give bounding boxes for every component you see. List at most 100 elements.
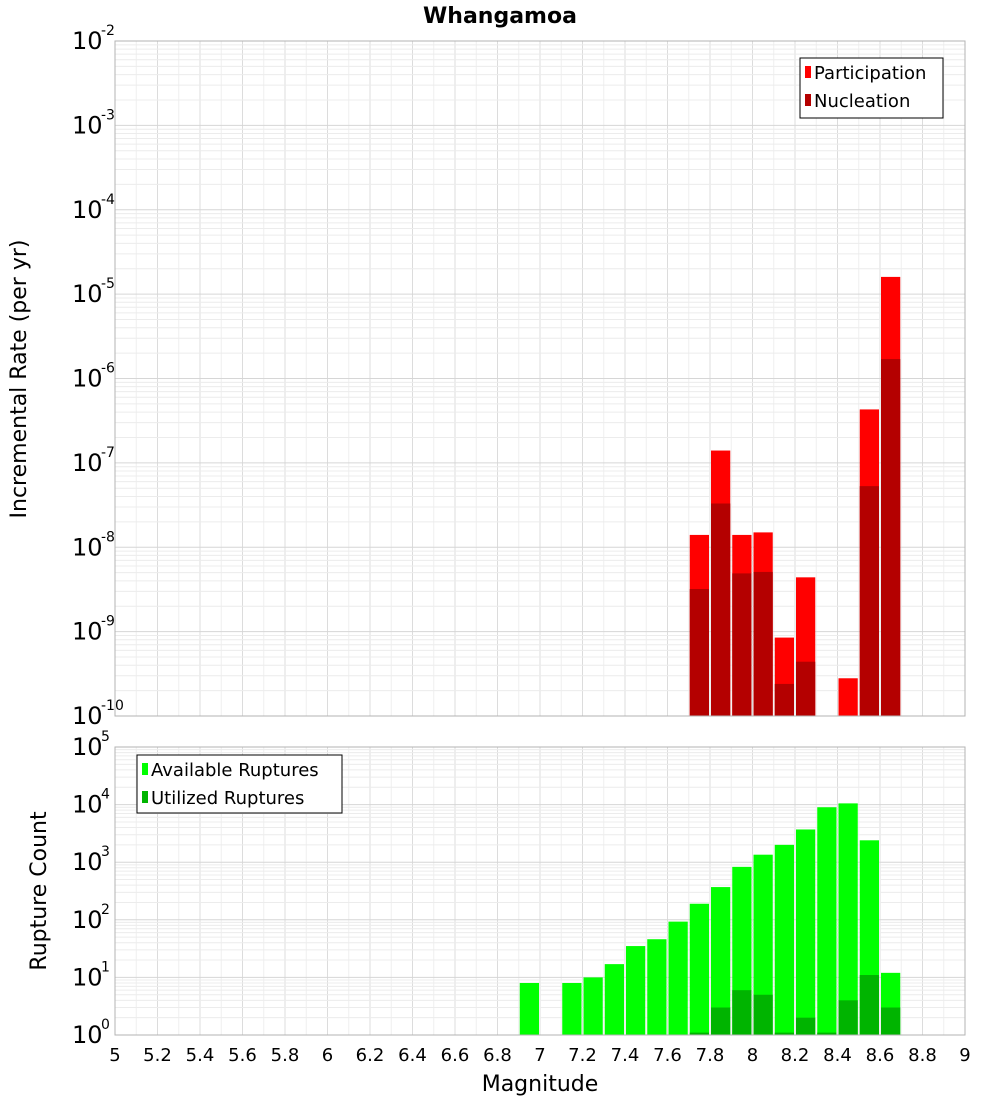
rate-legend: Participation Nucleation: [799, 57, 944, 119]
y-tick-exponent: -8: [101, 529, 115, 545]
x-tick-label: 8.8: [908, 1045, 937, 1066]
count-bar-utilized: [838, 1000, 858, 1035]
x-tick-label: 5.4: [186, 1045, 215, 1066]
rate-bar-nucleation: [753, 571, 773, 716]
rate-bar-nucleation: [732, 573, 752, 716]
y-tick-exponent: 4: [101, 787, 110, 803]
y-tick-label: 10-4: [72, 192, 115, 224]
y-tick-exponent: -3: [101, 107, 115, 123]
chart-title: Whangamoa: [423, 4, 577, 29]
count-bar-available: [583, 977, 603, 1035]
count-bar-utilized: [689, 1032, 709, 1035]
legend-swatch: [142, 791, 148, 803]
count-bar-available: [604, 964, 624, 1035]
count-bar-utilized: [774, 1032, 794, 1035]
y-tick-exponent: -5: [101, 276, 115, 292]
x-tick-label: 9: [959, 1045, 970, 1066]
rate-bar-nucleation: [711, 503, 731, 716]
legend-swatch: [142, 763, 148, 775]
count-bar-available: [647, 939, 667, 1035]
legend-swatch: [805, 94, 811, 106]
legend-label: Participation: [814, 63, 926, 84]
rate-y-axis-label: Incremental Rate (per yr): [7, 240, 32, 519]
y-tick-base: 10: [72, 27, 103, 55]
rate-bars: [689, 276, 901, 716]
y-tick-label: 104: [72, 787, 110, 819]
rate-plot-frame: [114, 40, 966, 717]
legend-label: Nucleation: [814, 91, 910, 112]
y-tick-label: 103: [72, 844, 110, 876]
rate-y-ticks: 10-210-310-410-510-610-710-810-910-10: [72, 23, 124, 730]
rate-bar-participation: [838, 678, 858, 716]
x-tick-label: 6.2: [356, 1045, 385, 1066]
x-tick-label: 7.6: [653, 1045, 682, 1066]
rate-bar-nucleation: [774, 683, 794, 716]
y-tick-exponent: 2: [101, 902, 110, 918]
x-tick-label: 7: [534, 1045, 545, 1066]
count-bar-utilized: [817, 1032, 837, 1035]
y-tick-exponent: 3: [101, 844, 110, 860]
y-tick-base: 10: [72, 618, 103, 646]
count-legend: Available Ruptures Utilized Ruptures: [136, 754, 343, 814]
rate-bar-nucleation: [881, 359, 901, 716]
y-tick-exponent: 5: [101, 729, 110, 745]
count-bar-available: [668, 921, 688, 1035]
y-tick-base: 10: [72, 733, 103, 761]
y-tick-base: 10: [72, 111, 103, 139]
y-tick-label: 100: [72, 1017, 110, 1049]
x-tick-labels: 5 5.2 5.4 5.6 5.8 6 6.2 6.4 6.6 6.8 7 7.2 7.4 7.6 7.8 8…: [109, 1045, 970, 1066]
legend-box: [799, 57, 944, 119]
y-tick-base: 10: [72, 791, 103, 819]
count-bar-available: [519, 982, 539, 1035]
x-tick-label: 5.6: [228, 1045, 257, 1066]
y-tick-exponent: -10: [101, 698, 124, 714]
x-tick-label: 7.2: [568, 1045, 597, 1066]
x-tick-label: 6.4: [398, 1045, 427, 1066]
x-axis-label: Magnitude: [482, 1072, 599, 1097]
legend-label: Utilized Ruptures: [151, 788, 304, 809]
rate-bar-nucleation: [796, 661, 816, 716]
y-tick-exponent: -7: [101, 445, 115, 461]
y-tick-label: 10-9: [72, 614, 115, 646]
x-tick-label: 5: [109, 1045, 120, 1066]
count-bar-utilized: [859, 975, 879, 1035]
count-bar-available: [817, 807, 837, 1035]
count-bar-utilized: [796, 1017, 816, 1035]
count-y-axis-label: Rupture Count: [27, 811, 52, 971]
y-tick-base: 10: [72, 196, 103, 224]
y-tick-base: 10: [72, 449, 103, 477]
rate-bar-nucleation: [689, 589, 709, 716]
x-tick-label: 6.6: [441, 1045, 470, 1066]
x-tick-label: 5.8: [271, 1045, 300, 1066]
x-tick-label: 7.8: [696, 1045, 725, 1066]
y-tick-base: 10: [72, 906, 103, 934]
y-tick-base: 10: [72, 963, 103, 991]
y-tick-label: 105: [72, 729, 110, 761]
y-tick-label: 101: [72, 959, 110, 991]
y-tick-label: 102: [72, 902, 110, 934]
count-plot-frame: [114, 746, 966, 1036]
count-bar-utilized: [753, 994, 773, 1035]
y-tick-exponent: -6: [101, 361, 115, 377]
count-bar-available: [838, 803, 858, 1035]
y-tick-exponent: -9: [101, 614, 115, 630]
count-bar-available: [796, 829, 816, 1035]
y-tick-base: 10: [72, 848, 103, 876]
x-tick-label: 8: [747, 1045, 758, 1066]
count-bar-available: [689, 903, 709, 1035]
x-tick-label: 6: [322, 1045, 333, 1066]
y-tick-exponent: 1: [101, 959, 110, 975]
x-tick-label: 8.6: [866, 1045, 895, 1066]
count-bar-utilized: [732, 990, 752, 1035]
x-tick-label: 8.2: [781, 1045, 810, 1066]
y-tick-label: 10-2: [72, 23, 115, 55]
count-bars: [519, 803, 901, 1035]
count-bar-available: [753, 854, 773, 1035]
rate-gridlines: [114, 41, 966, 717]
count-bar-utilized: [881, 1007, 901, 1035]
y-tick-base: 10: [72, 365, 103, 393]
count-bar-available: [626, 946, 646, 1035]
